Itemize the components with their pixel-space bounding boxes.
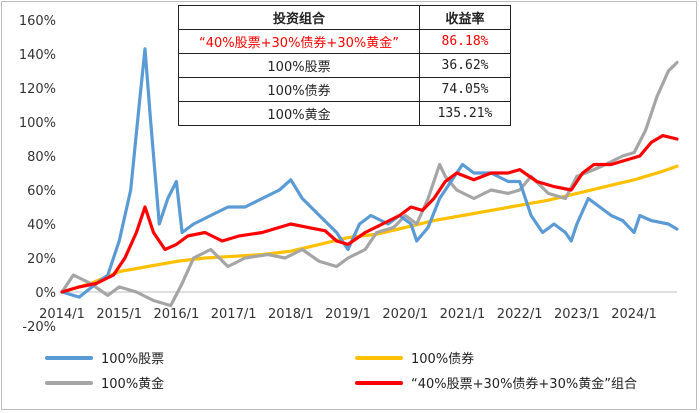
x-tick-label: 2017/1 <box>211 307 257 322</box>
legend-swatch-gold <box>45 380 93 385</box>
legend-label-gold: 100%黄金 <box>101 377 165 392</box>
y-tick-label: 60% <box>27 184 56 199</box>
table-header-return: 收益率 <box>419 5 511 30</box>
legend-swatch-portfolio <box>355 380 403 385</box>
series-line <box>60 47 679 299</box>
y-tick-label: 40% <box>27 218 56 233</box>
table-row: 100%股票 36.62% <box>178 53 511 78</box>
x-axis: 2014/1 2015/1 2016/1 2017/1 2018/1 2019/1 2020… <box>39 291 677 322</box>
legend-label-stocks: 100%股票 <box>101 352 165 367</box>
table-cell-return: 86.18% <box>419 29 511 54</box>
series-group <box>60 47 679 308</box>
y-tick-label: 140% <box>19 48 56 63</box>
table-cell-portfolio: 100%股票 <box>178 53 420 78</box>
legend-label-portfolio: “40%股票+30%债券+30%黄金”组合 <box>411 377 637 392</box>
x-tick-label: 2018/1 <box>268 307 314 322</box>
x-tick-label: 2023/1 <box>554 307 600 322</box>
y-tick-label: -20% <box>22 320 56 335</box>
table-cell-portfolio: 100%债券 <box>178 77 420 102</box>
legend-item-portfolio: “40%股票+30%债券+30%黄金”组合 <box>355 373 637 392</box>
table-row: 100%黄金 135.21% <box>178 101 511 126</box>
x-tick-label: 2019/1 <box>325 307 371 322</box>
table-header-portfolio: 投资组合 <box>178 5 420 30</box>
y-axis: -20% 0% 20% 40% 60% 80% 100% 120% 140% 160% <box>19 14 56 335</box>
y-tick-label: 0% <box>35 286 56 301</box>
returns-table-header: 投资组合 收益率 <box>178 5 511 30</box>
y-tick-label: 160% <box>19 14 56 29</box>
legend-swatch-bonds <box>355 355 403 360</box>
legend-label-bonds: 100%债券 <box>411 352 475 367</box>
legend-item-bonds: 100%债券 <box>355 348 474 367</box>
x-tick-label: 2021/1 <box>440 307 486 322</box>
table-cell-return: 74.05% <box>419 77 511 102</box>
legend-item-gold: 100%黄金 <box>45 373 164 392</box>
y-tick-label: 120% <box>19 82 56 97</box>
legend-item-stocks: 100%股票 <box>45 348 164 367</box>
table-cell-return: 135.21% <box>419 101 511 126</box>
series-line <box>60 60 679 308</box>
legend-swatch-stocks <box>45 355 93 360</box>
table-cell-portfolio: 100%黄金 <box>178 101 420 126</box>
x-tick-label: 2014/1 <box>39 307 85 322</box>
y-tick-label: 100% <box>19 116 56 131</box>
y-tick-label: 20% <box>27 252 56 267</box>
x-tick-label: 2016/1 <box>154 307 200 322</box>
table-cell-return: 36.62% <box>419 53 511 78</box>
table-row: “40%股票+30%债券+30%黄金” 86.18% <box>178 29 511 54</box>
returns-table: 投资组合 收益率 “40%股票+30%债券+30%黄金” 86.18% 100%… <box>178 5 511 126</box>
y-tick-label: 80% <box>27 150 56 165</box>
series-line <box>60 134 679 294</box>
x-tick-label: 2020/1 <box>382 307 428 322</box>
x-tick-label: 2024/1 <box>611 307 657 322</box>
x-tick-label: 2022/1 <box>497 307 543 322</box>
table-cell-portfolio: “40%股票+30%债券+30%黄金” <box>178 29 420 54</box>
table-row: 100%债券 74.05% <box>178 77 511 102</box>
x-tick-label: 2015/1 <box>96 307 142 322</box>
